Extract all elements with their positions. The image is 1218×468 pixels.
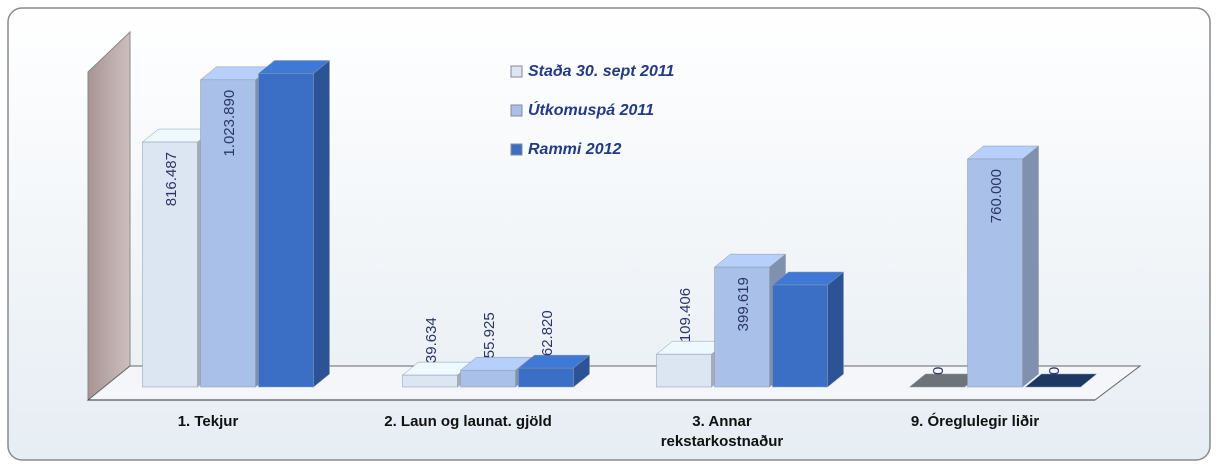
back-wall xyxy=(87,30,131,402)
bar-side xyxy=(1022,145,1039,388)
data-label: 816.487 xyxy=(163,152,180,206)
bar-side xyxy=(313,59,330,388)
bar xyxy=(402,374,458,388)
data-label: 55.925 xyxy=(481,312,498,358)
data-label: 62.820 xyxy=(539,310,556,356)
legend-swatch xyxy=(510,143,523,156)
bar xyxy=(460,369,516,388)
data-label: 1.023.890 xyxy=(221,90,238,157)
bar-side xyxy=(827,271,844,388)
data-label: 109.406 xyxy=(677,288,694,342)
x-tick-label: 2. Laun og launat. gjöld xyxy=(384,413,552,430)
bar xyxy=(714,266,770,388)
bar xyxy=(656,353,712,388)
x-tick-label: 1. Tekjur xyxy=(177,413,239,430)
x-tick-label: 3. Annar rekstarkostnaður xyxy=(660,413,784,450)
bar xyxy=(518,367,574,388)
bar xyxy=(200,79,256,388)
data-label: 0 xyxy=(1046,367,1063,375)
bar xyxy=(772,284,828,388)
data-label: 760.000 xyxy=(988,169,1005,223)
bar xyxy=(142,141,198,388)
bar-top xyxy=(1024,373,1098,388)
legend-label: Útkomuspá 2011 xyxy=(528,100,654,119)
data-label: 0 xyxy=(930,367,947,375)
legend-label: Rammi 2012 xyxy=(528,141,621,158)
bar xyxy=(258,73,314,388)
data-label: 39.634 xyxy=(423,317,440,363)
legend-swatch xyxy=(510,104,523,117)
bar xyxy=(967,158,1023,388)
x-tick-label: 9. Óreglulegir liðir xyxy=(910,413,1040,430)
legend-label: Staða 30. sept 2011 xyxy=(528,63,675,80)
data-label: 399.619 xyxy=(735,277,752,331)
legend-swatch xyxy=(510,65,523,78)
